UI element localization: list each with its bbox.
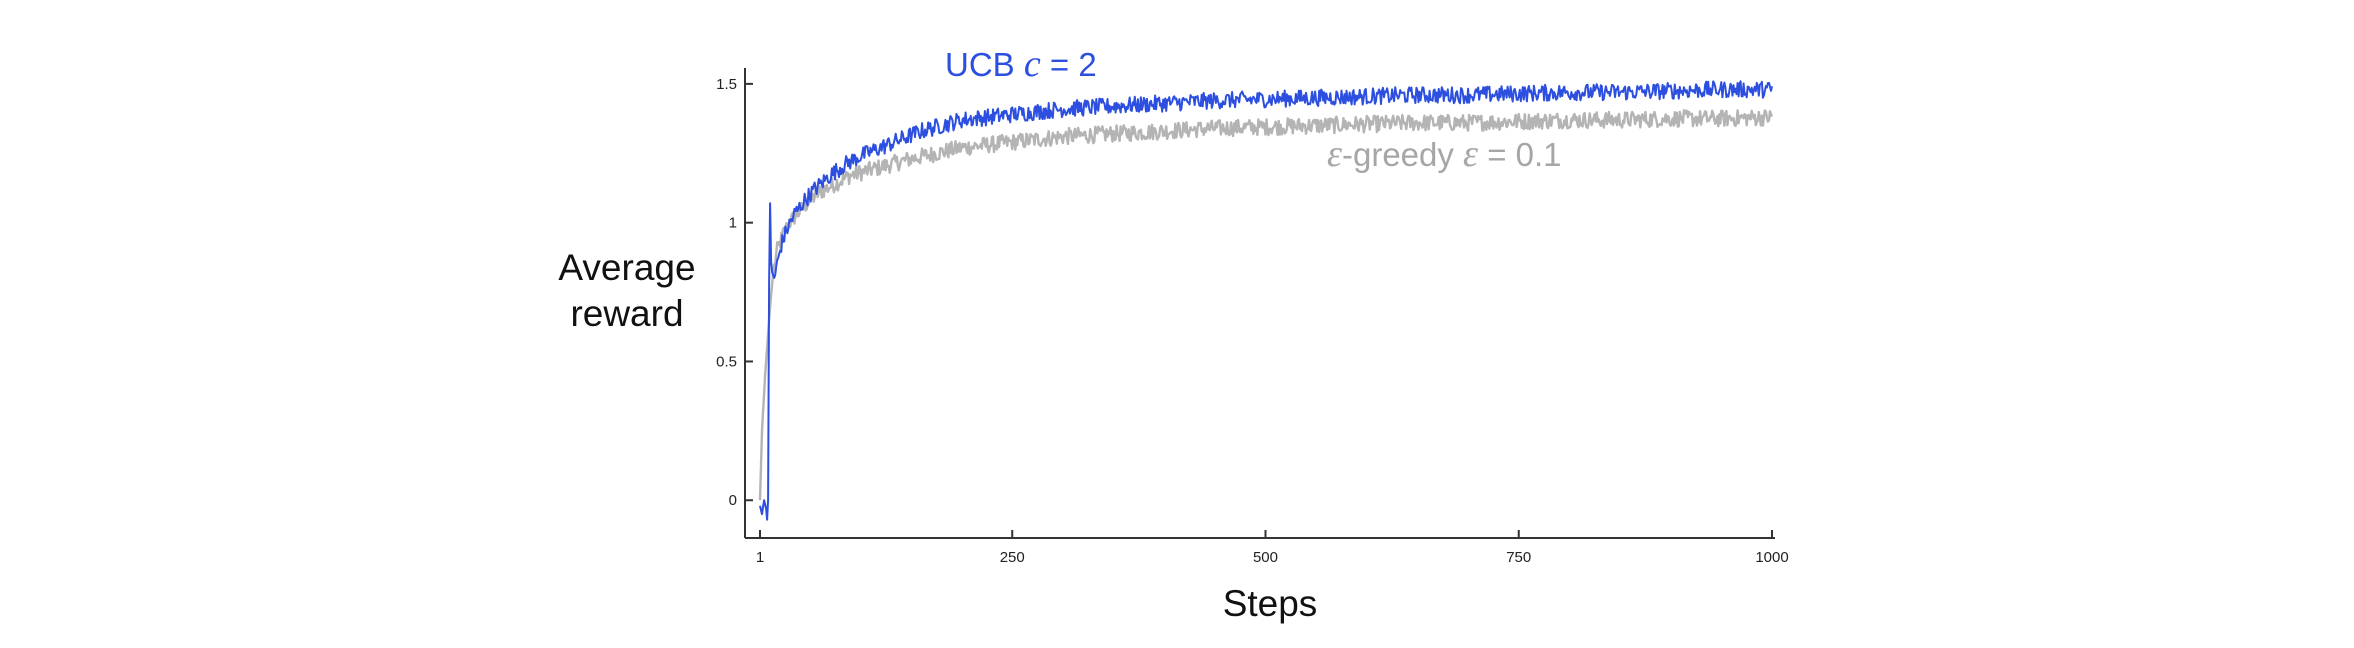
series-layer <box>758 80 1774 521</box>
ucb-series-label: UCB c = 2 <box>945 43 1097 85</box>
x-tick-label: 250 <box>1000 549 1025 566</box>
x-tick-label: 1 <box>756 549 764 566</box>
y-tick-label: 0.5 <box>716 353 737 370</box>
x-tick-label: 750 <box>1506 549 1531 566</box>
ucb-line <box>759 80 1773 521</box>
y-tick-label: 1 <box>729 215 737 232</box>
y-tick-label: 1.5 <box>716 76 737 93</box>
y-axis-title-line1: Average <box>558 247 695 288</box>
epsilon-greedy-series-label: ε-greedy ε = 0.1 <box>1327 133 1562 175</box>
x-tick-label: 500 <box>1253 549 1278 566</box>
y-tick-label: 0 <box>729 492 737 509</box>
ticks-layer: 1 250 500 750 1000 0 0.5 1 1.5 <box>716 76 1789 566</box>
epsilon-greedy-line <box>758 109 1774 501</box>
x-tick-label: 1000 <box>1755 549 1788 566</box>
x-axis-title: Steps <box>1223 583 1318 624</box>
y-axis-title-line2: reward <box>570 293 683 334</box>
